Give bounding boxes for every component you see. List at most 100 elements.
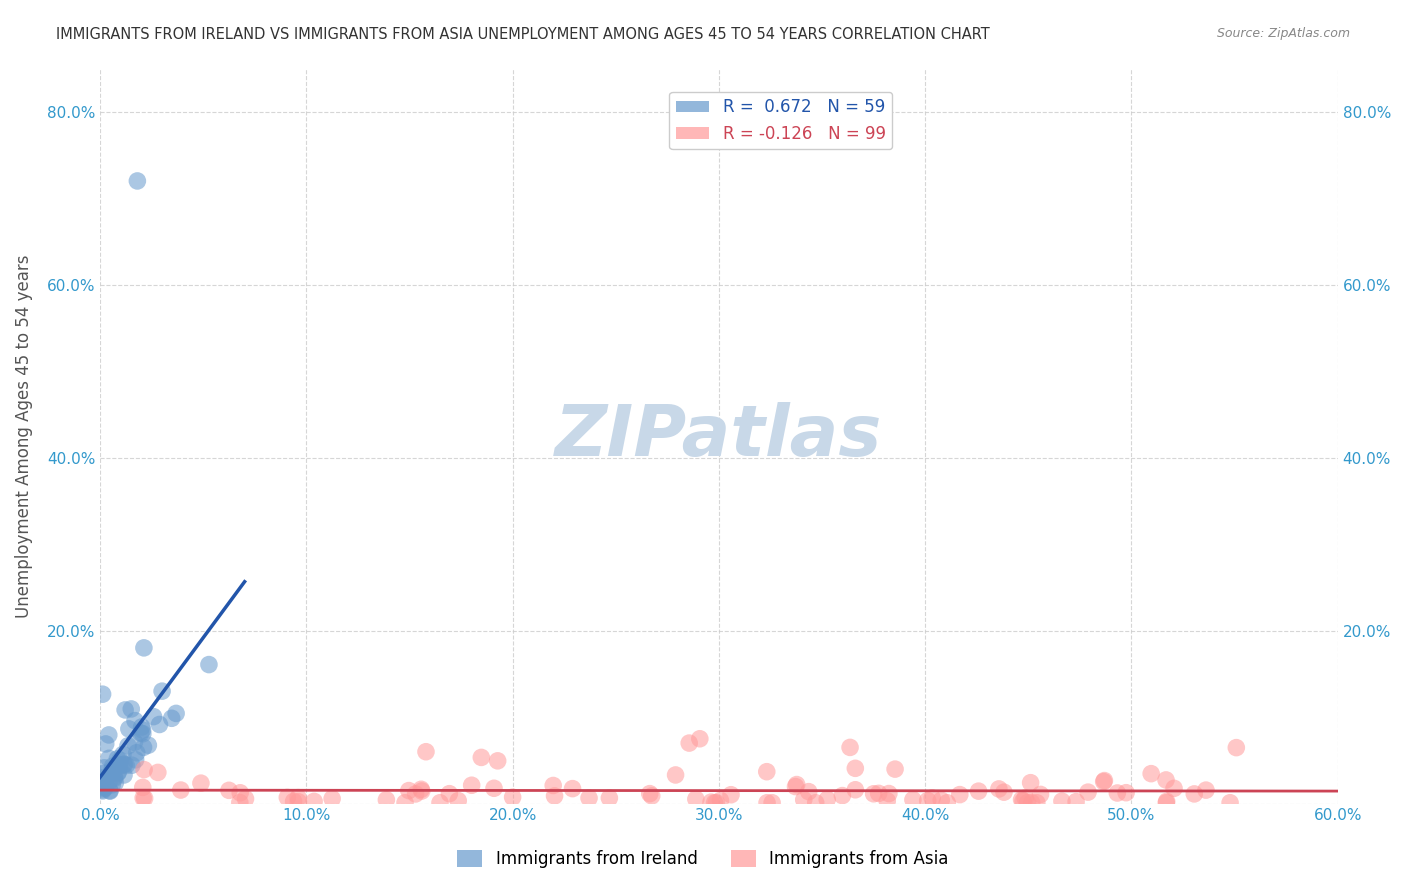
Text: Source: ZipAtlas.com: Source: ZipAtlas.com	[1216, 27, 1350, 40]
Immigrants from Asia	[398, 783, 420, 797]
Immigrants from Ireland	[94, 781, 117, 796]
Immigrants from Asia	[678, 736, 700, 750]
Immigrants from Asia	[394, 796, 416, 810]
Immigrants from Asia	[1017, 796, 1039, 810]
Immigrants from Asia	[884, 762, 907, 776]
Immigrants from Asia	[235, 792, 257, 806]
Immigrants from Asia	[1156, 796, 1178, 810]
Immigrants from Ireland	[148, 717, 170, 731]
Immigrants from Asia	[276, 790, 298, 805]
Immigrants from Asia	[1011, 792, 1033, 806]
Immigrants from Asia	[1021, 796, 1043, 810]
Immigrants from Ireland	[97, 728, 120, 742]
Text: ZIPatlas: ZIPatlas	[555, 401, 883, 471]
Immigrants from Asia	[664, 768, 686, 782]
Immigrants from Ireland	[114, 703, 136, 717]
Immigrants from Asia	[1014, 791, 1036, 805]
Immigrants from Asia	[761, 796, 783, 810]
Immigrants from Asia	[1219, 796, 1241, 810]
Immigrants from Asia	[756, 796, 779, 810]
Immigrants from Asia	[839, 740, 862, 755]
Immigrants from Asia	[1012, 794, 1035, 808]
Immigrants from Ireland	[100, 766, 122, 780]
Immigrants from Ireland	[90, 771, 112, 785]
Immigrants from Ireland	[111, 747, 134, 762]
Immigrants from Asia	[543, 789, 565, 803]
Immigrants from Asia	[1050, 794, 1073, 808]
Immigrants from Asia	[1077, 785, 1099, 799]
Immigrants from Asia	[755, 764, 778, 779]
Immigrants from Ireland	[98, 783, 121, 797]
Immigrants from Ireland	[91, 774, 114, 789]
Immigrants from Ireland	[114, 757, 136, 772]
Legend: Immigrants from Ireland, Immigrants from Asia: Immigrants from Ireland, Immigrants from…	[451, 843, 955, 875]
Immigrants from Ireland	[91, 784, 114, 798]
Immigrants from Ireland	[129, 726, 152, 740]
Immigrants from Ireland	[101, 763, 124, 777]
Immigrants from Ireland	[98, 784, 121, 798]
Immigrants from Asia	[1195, 783, 1218, 797]
Immigrants from Asia	[375, 793, 398, 807]
Immigrants from Ireland	[142, 709, 165, 723]
Immigrants from Asia	[287, 790, 309, 805]
Immigrants from Asia	[132, 780, 155, 795]
Immigrants from Asia	[283, 794, 305, 808]
Immigrants from Ireland	[132, 740, 155, 755]
Immigrants from Asia	[876, 794, 898, 808]
Immigrants from Asia	[134, 791, 156, 805]
Immigrants from Asia	[1140, 766, 1163, 780]
Immigrants from Asia	[785, 780, 807, 794]
Immigrants from Ireland	[108, 753, 131, 767]
Immigrants from Asia	[700, 795, 723, 809]
Immigrants from Asia	[844, 761, 866, 775]
Immigrants from Asia	[1107, 786, 1129, 800]
Immigrants from Asia	[1225, 740, 1247, 755]
Immigrants from Ireland	[112, 768, 135, 782]
Immigrants from Asia	[578, 791, 600, 805]
Immigrants from Asia	[1092, 773, 1115, 788]
Immigrants from Ireland	[150, 684, 173, 698]
Immigrants from Asia	[638, 787, 661, 801]
Immigrants from Ireland	[131, 720, 153, 734]
Immigrants from Asia	[936, 796, 959, 810]
Immigrants from Ireland	[127, 174, 149, 188]
Immigrants from Ireland	[101, 778, 124, 792]
Immigrants from Asia	[793, 793, 815, 807]
Immigrants from Asia	[321, 791, 343, 805]
Immigrants from Ireland	[112, 757, 135, 772]
Immigrants from Asia	[706, 796, 728, 810]
Immigrants from Asia	[709, 793, 731, 807]
Immigrants from Asia	[482, 781, 505, 796]
Immigrants from Ireland	[118, 722, 141, 736]
Immigrants from Ireland	[198, 657, 221, 672]
Immigrants from Ireland	[93, 761, 115, 775]
Immigrants from Asia	[1029, 788, 1052, 802]
Immigrants from Ireland	[107, 765, 129, 780]
Immigrants from Ireland	[91, 782, 114, 797]
Immigrants from Asia	[429, 796, 451, 810]
Immigrants from Asia	[405, 787, 427, 801]
Immigrants from Ireland	[94, 737, 117, 751]
Immigrants from Asia	[470, 750, 492, 764]
Immigrants from Ireland	[97, 751, 120, 765]
Immigrants from Asia	[685, 792, 707, 806]
Immigrants from Asia	[561, 781, 583, 796]
Immigrants from Ireland	[91, 687, 114, 701]
Immigrants from Ireland	[132, 640, 155, 655]
Immigrants from Asia	[703, 796, 725, 810]
Immigrants from Asia	[797, 785, 820, 799]
Immigrants from Ireland	[131, 723, 153, 737]
Immigrants from Asia	[132, 763, 155, 777]
Immigrants from Asia	[1182, 787, 1205, 801]
Immigrants from Asia	[486, 754, 509, 768]
Immigrants from Asia	[598, 791, 620, 805]
Immigrants from Asia	[132, 791, 155, 805]
Immigrants from Ireland	[104, 776, 127, 790]
Immigrants from Asia	[804, 796, 827, 810]
Immigrants from Ireland	[94, 778, 117, 792]
Immigrants from Asia	[987, 781, 1010, 796]
Immigrants from Asia	[411, 784, 433, 798]
Immigrants from Ireland	[120, 702, 142, 716]
Immigrants from Asia	[146, 765, 169, 780]
Immigrants from Asia	[1019, 775, 1042, 789]
